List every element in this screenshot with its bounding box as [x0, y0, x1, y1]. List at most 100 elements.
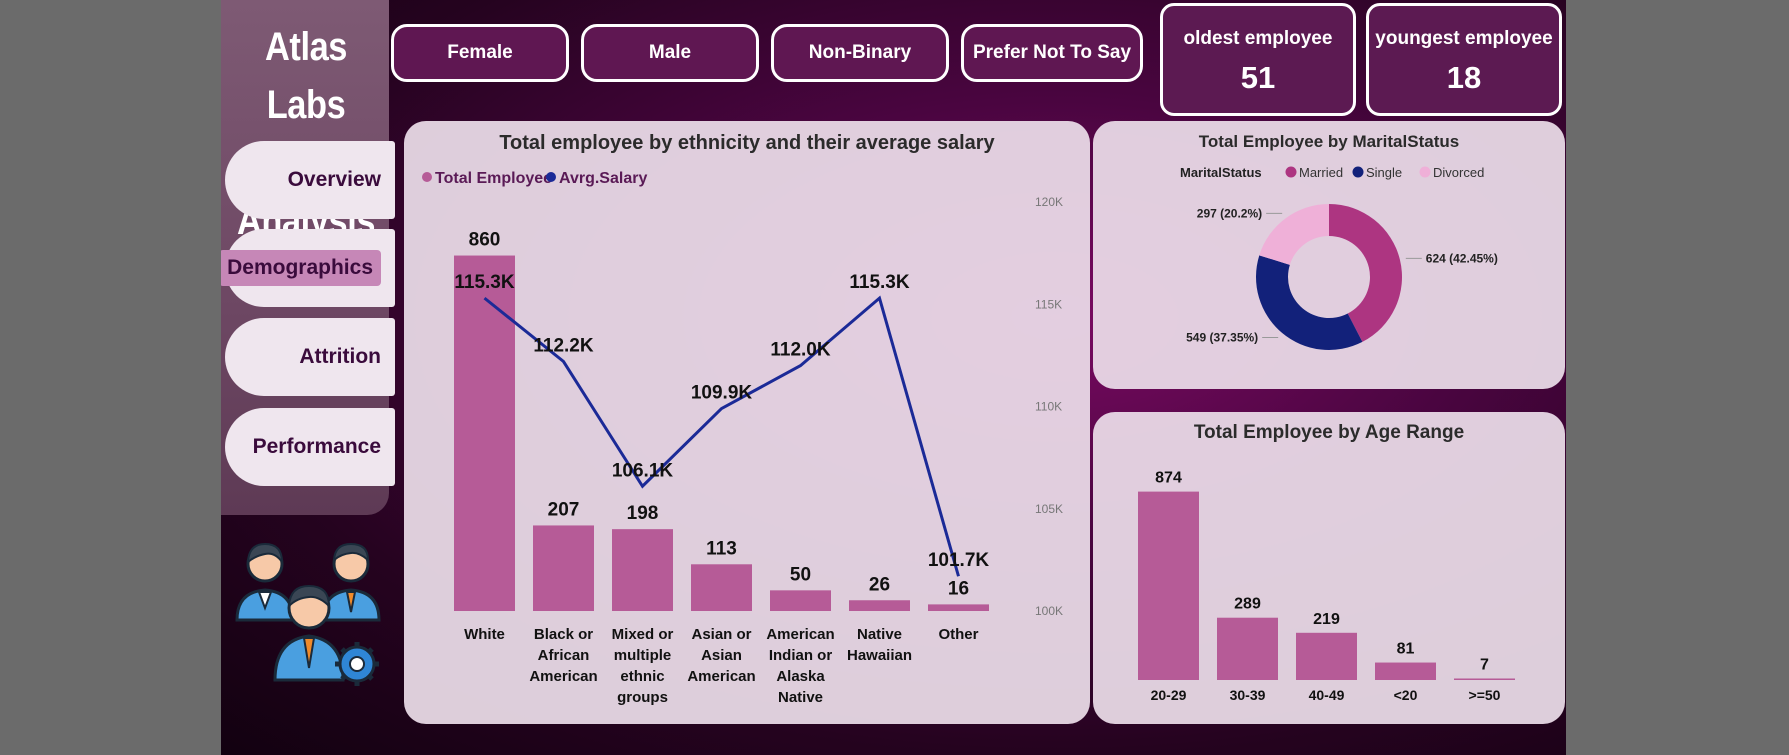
- ethnicity-category-label: Black or: [534, 626, 593, 643]
- marital-slice-label: 549 (37.35%): [1186, 330, 1258, 344]
- marital-slice: [1329, 204, 1402, 342]
- filter-prefer-not-to-say-button[interactable]: Prefer Not To Say: [961, 24, 1143, 82]
- age-category-label: 30-39: [1230, 687, 1266, 703]
- ethnicity-bar-value: 198: [627, 503, 659, 524]
- age-chart: 874 20-29 289 30-39 219 40-49 81 <20 7 >=50: [1138, 470, 1515, 703]
- avg-salary-label: 109.9K: [691, 383, 753, 404]
- nav-demographics-label: Demographics: [221, 250, 381, 286]
- dashboard: Atlas Labs HR Analysis Overview Demograp…: [221, 0, 1566, 755]
- ethnicity-bar-value: 113: [706, 538, 737, 559]
- marital-chart: MaritalStatus Married Single Divorced 624 (4…: [1180, 165, 1498, 350]
- age-bar: [1217, 617, 1278, 680]
- ethnicity-category-label: Native: [778, 689, 823, 706]
- ethnicity-bar-value: 860: [469, 230, 501, 251]
- nav-attrition-label: Attrition: [299, 345, 381, 368]
- filter-prefer-not-to-say-label: Prefer Not To Say: [972, 42, 1132, 63]
- ethnicity-category-label: Asian or: [691, 626, 751, 643]
- avg-salary-label: 112.2K: [533, 336, 593, 357]
- marital-slice: [1259, 204, 1329, 265]
- age-bar: [1375, 662, 1436, 680]
- filter-nonbinary-button[interactable]: Non-Binary: [771, 24, 949, 82]
- ethnicity-category-label: Other: [938, 626, 978, 643]
- ethnicity-category-label: American: [766, 626, 834, 643]
- age-bar: [1454, 678, 1515, 680]
- y2-tick-label: 105K: [1035, 502, 1063, 516]
- filter-male-label: Male: [648, 42, 692, 63]
- nav-attrition[interactable]: Attrition: [225, 318, 395, 396]
- nav-overview-label: Overview: [287, 168, 381, 191]
- y2-tick-label: 115K: [1035, 297, 1062, 311]
- nav-overview[interactable]: Overview: [225, 141, 395, 219]
- age-bar-value: 219: [1313, 611, 1340, 628]
- avg-salary-label: 101.7K: [928, 550, 990, 571]
- ethnicity-bar: [849, 600, 910, 611]
- kpi-youngest-employee: youngest employee 18: [1366, 3, 1562, 116]
- ethnicity-bar-value: 207: [548, 499, 580, 520]
- age-bar-value: 7: [1480, 656, 1489, 673]
- ethnicity-chart: Total Employee Avrg.Salary 120K 115K 110K 105…: [422, 170, 1063, 706]
- marital-panel: Total Employee by MaritalStatus MaritalS…: [1093, 121, 1565, 389]
- ethnicity-category-label: White: [464, 626, 505, 643]
- marital-legend-marker: [1285, 166, 1297, 178]
- marital-legend-item: Married: [1299, 165, 1343, 180]
- team-icon: [235, 542, 381, 686]
- nav-demographics[interactable]: Demographics: [221, 229, 395, 307]
- marital-legend-title: MaritalStatus: [1180, 165, 1262, 180]
- avg-salary-label: 115.3K: [849, 272, 909, 293]
- kpi-youngest-value: 18: [1446, 60, 1482, 95]
- ethnicity-bar-value: 16: [948, 578, 969, 599]
- y2-tick-label: 100K: [1035, 604, 1063, 618]
- marital-slice-label: 297 (20.2%): [1197, 206, 1262, 220]
- avg-salary-label: 115.3K: [454, 272, 514, 293]
- ethnicity-category-label: Native: [857, 626, 902, 643]
- avg-salary-label: 112.0K: [770, 340, 830, 361]
- nav-performance-label: Performance: [252, 435, 381, 458]
- ethnicity-category-label: Mixed or: [612, 626, 674, 643]
- age-bar: [1296, 632, 1357, 680]
- brand-title-line1: Atlas Labs: [265, 25, 347, 127]
- ethnicity-category-label: African: [538, 647, 590, 664]
- age-panel: Total Employee by Age Range 874 20-29 289 3…: [1093, 412, 1565, 724]
- marital-legend-marker: [1352, 166, 1364, 178]
- legend-total-employee-marker: [422, 172, 432, 182]
- marital-chart-title: Total Employee by MaritalStatus: [1198, 132, 1460, 151]
- age-category-label: 20-29: [1151, 687, 1187, 703]
- ethnicity-category-label: Asian: [701, 647, 742, 664]
- ethnicity-bar: [770, 590, 831, 611]
- marital-legend-item: Single: [1366, 165, 1402, 180]
- ethnicity-category-label: ethnic: [620, 668, 664, 685]
- kpi-oldest-employee: oldest employee 51: [1160, 3, 1356, 116]
- age-category-label: >=50: [1469, 687, 1501, 703]
- ethnicity-category-label: American: [687, 668, 755, 685]
- age-chart-title: Total Employee by Age Range: [1193, 422, 1465, 443]
- kpi-oldest-value: 51: [1240, 60, 1276, 95]
- y2-tick-label: 120K: [1035, 195, 1063, 209]
- ethnicity-chart-title: Total employee by ethnicity and their av…: [499, 132, 995, 154]
- filter-female-button[interactable]: Female: [391, 24, 569, 82]
- filter-female-label: Female: [447, 42, 513, 63]
- ethnicity-bar: [691, 564, 752, 611]
- kpi-youngest-label: youngest employee: [1375, 28, 1553, 49]
- ethnicity-category-label: groups: [617, 689, 668, 706]
- filter-male-button[interactable]: Male: [581, 24, 759, 82]
- ethnicity-category-label: Hawaiian: [847, 647, 912, 664]
- marital-slice: [1256, 255, 1363, 350]
- age-category-label: 40-49: [1309, 687, 1345, 703]
- ethnicity-bar: [454, 255, 515, 612]
- marital-legend-marker: [1419, 166, 1431, 178]
- ethnicity-category-label: Indian or: [769, 647, 832, 664]
- ethnicity-category-label: American: [529, 668, 597, 685]
- ethnicity-bar: [928, 604, 989, 611]
- age-bar-value: 289: [1234, 596, 1261, 613]
- marital-slice-label: 624 (42.45%): [1426, 251, 1498, 265]
- legend-avg-salary-marker: [546, 172, 556, 182]
- y2-tick-label: 110K: [1035, 400, 1062, 414]
- legend-avg-salary: Avrg.Salary: [559, 170, 647, 187]
- ethnicity-panel: Total employee by ethnicity and their av…: [404, 121, 1090, 724]
- avg-salary-label: 106.1K: [612, 460, 674, 481]
- ethnicity-bar: [533, 525, 594, 611]
- ethnicity-bar-value: 50: [790, 564, 811, 585]
- ethnicity-bar-value: 26: [869, 574, 890, 595]
- nav-performance[interactable]: Performance: [225, 408, 395, 486]
- ethnicity-bar: [612, 529, 673, 611]
